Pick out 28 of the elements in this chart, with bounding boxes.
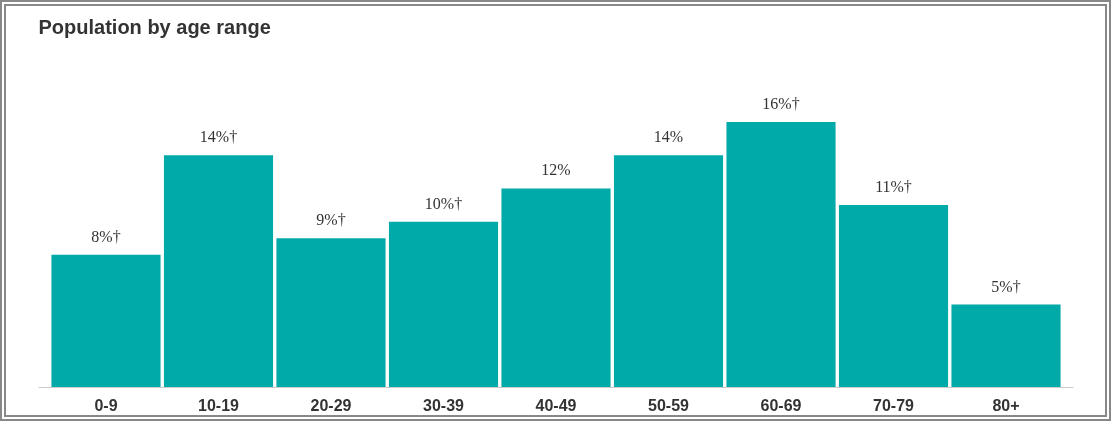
data-label: 10%†	[424, 194, 463, 212]
data-label: 5%†	[991, 277, 1021, 295]
bar	[388, 221, 499, 388]
data-label: 12%	[541, 161, 571, 179]
data-label: 14%	[653, 128, 684, 146]
x-tick-label: 20-29	[310, 396, 352, 414]
bar	[726, 122, 836, 388]
x-tick-label: 70-79	[873, 396, 915, 414]
x-tick-label: 30-39	[423, 396, 465, 414]
x-tick-label: 80+	[992, 396, 1020, 414]
bar	[51, 254, 161, 388]
data-label: 14%†	[199, 128, 238, 146]
x-tick-label: 10-19	[198, 396, 240, 414]
x-tick-label: 0-9	[94, 396, 118, 414]
bar	[838, 205, 949, 388]
x-tick-label: 40-49	[535, 396, 577, 414]
bar	[613, 155, 724, 388]
chart-title: Population by age range	[38, 15, 271, 38]
data-label: 8%†	[91, 227, 121, 245]
bar	[276, 238, 386, 388]
bar	[163, 155, 274, 388]
bar	[951, 304, 1061, 388]
x-tick-label: 50-59	[648, 396, 690, 414]
data-label: 16%†	[762, 95, 800, 113]
x-tick-label: 60-69	[760, 396, 802, 414]
data-label: 9%†	[316, 211, 346, 229]
bar	[501, 188, 611, 388]
data-label: 11%†	[875, 178, 912, 196]
